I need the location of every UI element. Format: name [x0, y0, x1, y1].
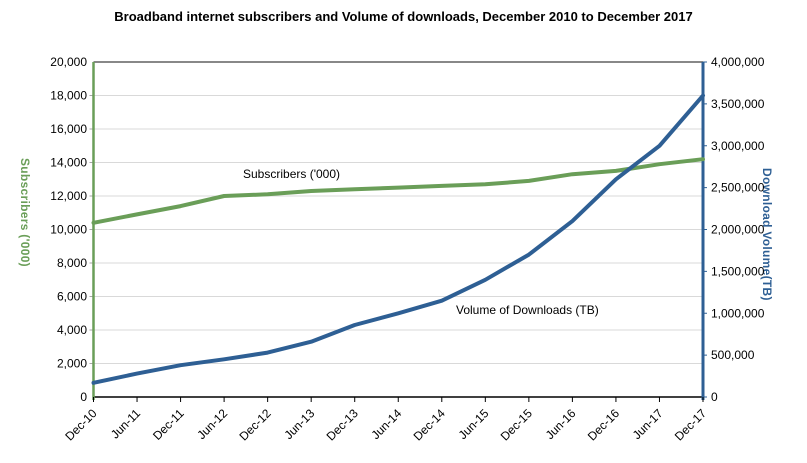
x-axis-tick-label: Jun-17 — [630, 406, 666, 442]
x-axis-tick-label: Dec-16 — [585, 406, 622, 443]
x-axis-tick-label: Dec-10 — [62, 406, 99, 443]
left-axis-tick-label: 8,000 — [57, 256, 87, 270]
x-axis-tick-label: Dec-15 — [498, 406, 535, 443]
right-axis-title: Download Volume(TB) — [760, 168, 774, 301]
left-axis-tick-label: 14,000 — [50, 156, 87, 170]
right-axis-tick-label: 3,000,000 — [711, 139, 765, 153]
x-axis-tick-label: Dec-14 — [411, 406, 448, 443]
x-axis-tick-label: Jun-12 — [194, 406, 230, 442]
chart-title: Broadband internet subscribers and Volum… — [114, 9, 693, 24]
left-axis-tick-label: 12,000 — [50, 189, 87, 203]
subscribers-line — [91, 157, 705, 225]
right-axis-tick-label: 500,000 — [711, 348, 755, 362]
right-axis-tick-label: 1,000,000 — [711, 306, 765, 320]
x-axis-tick-label: Dec-12 — [237, 406, 274, 443]
subscribers-series-label: Subscribers ('000) — [243, 167, 340, 181]
x-axis-tick-label: Dec-13 — [324, 406, 361, 443]
x-axis-tick-label: Jun-15 — [456, 406, 492, 442]
x-axis-tick-label: Jun-16 — [543, 406, 579, 442]
left-axis-tick-label: 18,000 — [50, 89, 87, 103]
downloads-series-label: Volume of Downloads (TB) — [456, 303, 599, 317]
left-axis-title: Subscribers ('000) — [18, 158, 32, 267]
right-axis-tick-label: 2,500,000 — [711, 181, 765, 195]
right-axis-tick-label: 2,000,000 — [711, 223, 765, 237]
left-axis-tick-label: 20,000 — [50, 55, 87, 69]
x-axis-tick-label: Dec-17 — [672, 406, 709, 443]
right-axis-tick-label: 4,000,000 — [711, 55, 765, 69]
left-axis-tick-label: 6,000 — [57, 290, 87, 304]
left-axis-tick-label: 4,000 — [57, 323, 87, 337]
x-axis-tick-label: Jun-13 — [281, 406, 317, 442]
left-axis-tick-label: 2,000 — [57, 357, 87, 371]
right-axis-tick-label: 3,500,000 — [711, 97, 765, 111]
downloads-line — [91, 93, 705, 385]
left-axis-tick-label: 16,000 — [50, 122, 87, 136]
left-axis-tick-label: 0 — [80, 390, 87, 404]
right-axis-tick-label: 1,500,000 — [711, 264, 765, 278]
x-axis-tick-label: Jun-11 — [108, 406, 143, 441]
x-axis-tick-label: Dec-11 — [150, 406, 187, 443]
left-axis-tick-label: 10,000 — [50, 223, 87, 237]
right-axis-tick-label: 0 — [711, 390, 718, 404]
x-axis-tick-label: Jun-14 — [369, 406, 405, 442]
